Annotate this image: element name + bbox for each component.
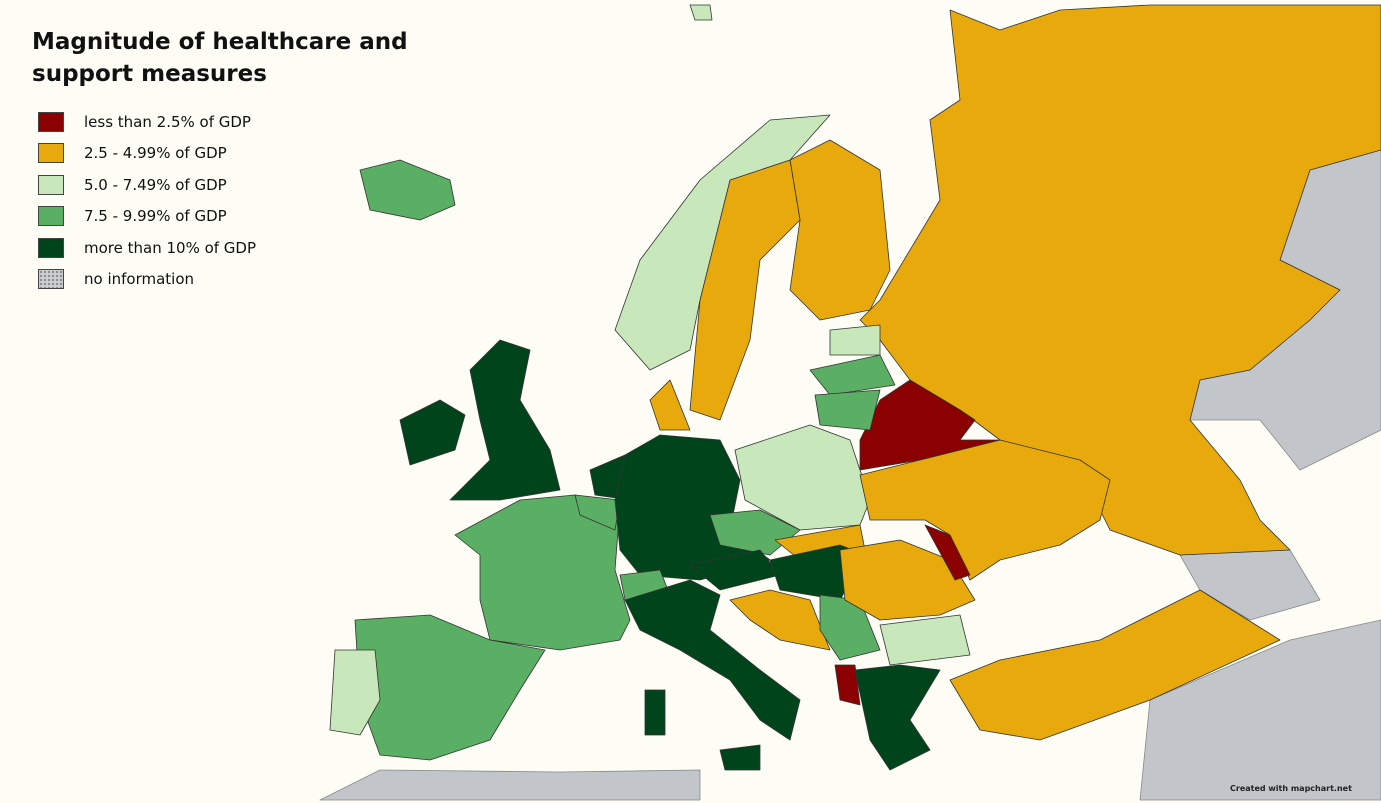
legend-swatch xyxy=(38,111,64,132)
legend-item: less than 2.5% of GDP xyxy=(38,106,256,138)
legend-label: less than 2.5% of GDP xyxy=(84,112,251,131)
legend-label: 2.5 - 4.99% of GDP xyxy=(84,144,227,163)
legend-item: 7.5 - 9.99% of GDP xyxy=(38,201,256,233)
legend-label: more than 10% of GDP xyxy=(84,238,257,257)
legend-label: 5.0 - 7.49% of GDP xyxy=(84,175,227,194)
legend-swatch xyxy=(38,206,64,227)
legend: less than 2.5% of GDP 2.5 - 4.99% of GDP 5… xyxy=(38,106,256,295)
legend-swatch xyxy=(38,174,64,195)
legend-item: 2.5 - 4.99% of GDP xyxy=(38,138,256,170)
countries xyxy=(329,4,1381,771)
legend-item: no information xyxy=(38,264,256,296)
legend-item: 5.0 - 7.49% of GDP xyxy=(38,169,256,201)
credit: Created with mapchart.net xyxy=(1230,784,1352,793)
legend-swatch xyxy=(38,237,64,258)
legend-label: no information xyxy=(84,270,195,289)
gray-land xyxy=(319,149,1381,801)
legend-swatch xyxy=(38,269,64,290)
map-title: Magnitude of healthcare and support meas… xyxy=(32,29,408,87)
legend-label: 7.5 - 9.99% of GDP xyxy=(84,207,227,226)
legend-item: more than 10% of GDP xyxy=(38,232,256,264)
legend-swatch xyxy=(38,143,64,164)
